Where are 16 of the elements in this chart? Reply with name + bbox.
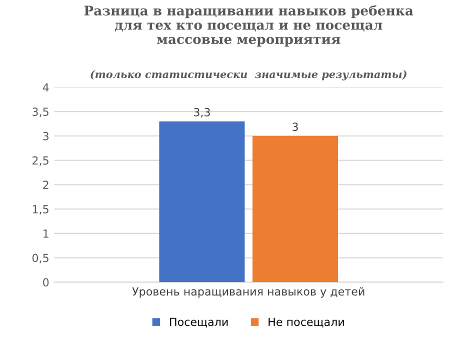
legend-label: Посещали [170,318,228,328]
x-tick-label: Уровень наращивания навыков у детей [132,287,364,298]
y-tick-label: 3 [43,132,48,140]
y-tick-label: 1,5 [32,205,48,215]
chart-title: Разница в наращивании навыков ребенка для тех кто посещал и не посещал массовые мероприятия [84,5,414,47]
y-tick-label: 1 [44,230,48,238]
data-label: 3,3 [194,108,210,118]
y-tick-label: 3,5 [32,108,48,118]
legend-label: Не посещали [268,318,344,328]
chart-subtitle: (только статистически значимые результаты) [90,70,406,80]
y-tick-label: 0,5 [32,254,48,264]
y-tick-label: 2 [43,180,48,189]
data-label: 3 [292,122,298,132]
y-tick-label: 4 [42,83,49,92]
y-tick-label: 2,5 [32,156,48,166]
y-tick-label: 0 [43,278,49,287]
